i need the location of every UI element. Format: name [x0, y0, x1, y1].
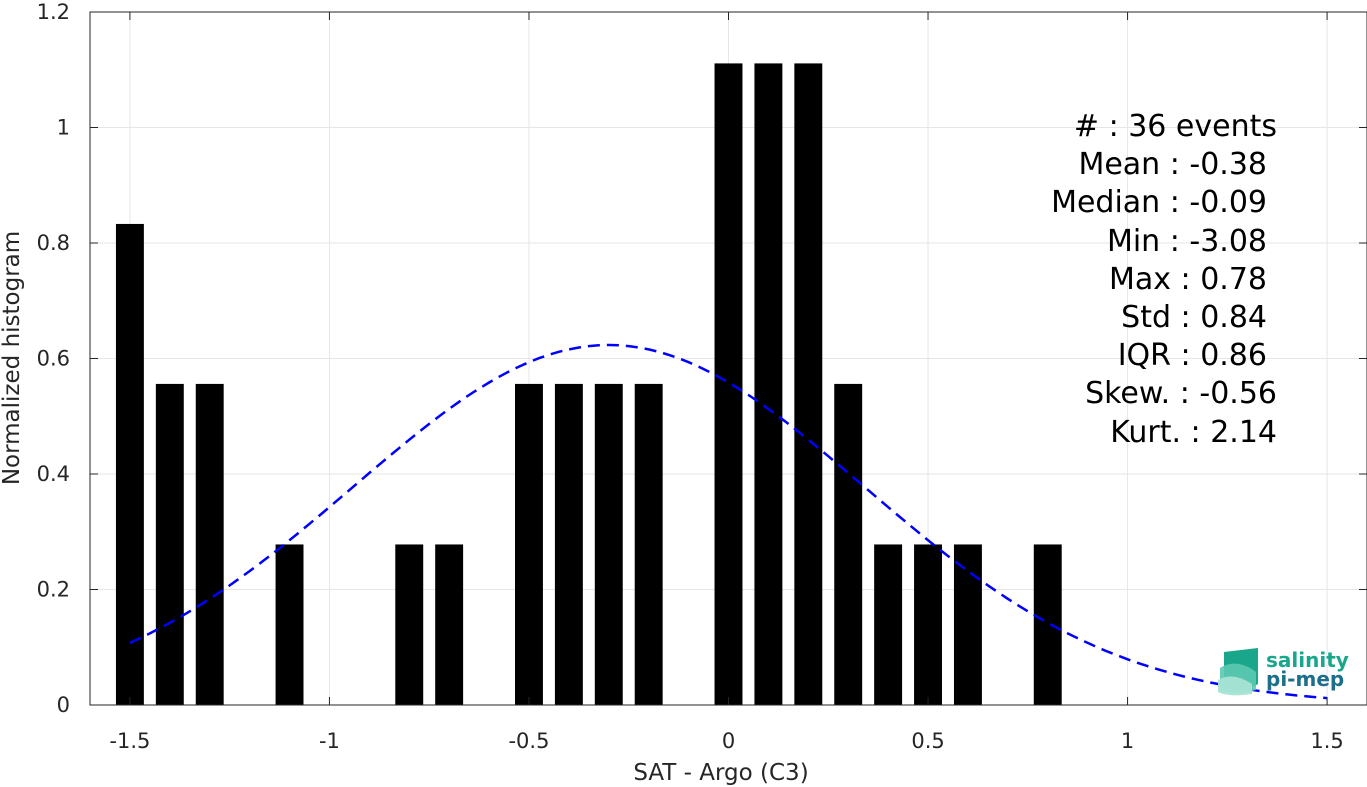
y-tick-label: 1 — [57, 116, 70, 140]
x-tick-label: 1 — [1121, 729, 1134, 753]
histogram-bar — [794, 63, 823, 705]
stats-std: Std : 0.84 — [1121, 300, 1267, 335]
stats-mean: Mean : -0.38 — [1078, 147, 1267, 182]
histogram-bars — [115, 63, 1062, 705]
logo-waves-icon — [1218, 648, 1258, 696]
histogram-bar — [195, 383, 224, 705]
x-tick-label: 0 — [722, 729, 735, 753]
histogram-bar — [874, 544, 903, 705]
histogram-bar — [275, 544, 304, 705]
histogram-bar — [953, 544, 982, 705]
stats-iqr: IQR : 0.86 — [1118, 338, 1267, 373]
histogram-bar — [115, 223, 144, 705]
logo-text-salinity: salinity — [1266, 648, 1349, 672]
histogram-bar — [155, 383, 184, 705]
x-tick-label: -1.5 — [109, 729, 150, 753]
y-tick-label: 0 — [57, 693, 70, 717]
salinity-pimep-logo: salinity pi-mep — [1218, 648, 1349, 696]
x-tick-label: -1 — [319, 729, 340, 753]
histogram-bar — [554, 383, 583, 705]
stats-kurt: Kurt. : 2.14 — [1110, 415, 1277, 450]
histogram-bar — [1033, 544, 1062, 705]
stats-panel: # : 36 events Mean : -0.38 Median : -0.0… — [1051, 109, 1277, 450]
x-axis-label: SAT - Argo (C3) — [633, 760, 808, 786]
y-axis-label: Normalized histogram — [0, 231, 25, 485]
y-tick-label: 0.6 — [37, 347, 70, 371]
histogram-bar — [914, 544, 942, 705]
logo-text-pimep: pi-mep — [1266, 667, 1344, 691]
histogram-bar — [834, 383, 863, 705]
y-tick-label: 0.8 — [37, 231, 70, 255]
stats-count: # : 36 events — [1074, 109, 1277, 144]
x-tick-label: -0.5 — [508, 729, 549, 753]
stats-median: Median : -0.09 — [1051, 185, 1267, 220]
histogram-bar — [634, 383, 663, 705]
histogram-bar — [395, 544, 424, 705]
x-axis-ticks: -1.5 -1 -0.5 0 0.5 1 1.5 — [109, 12, 1344, 753]
histogram-bar — [754, 63, 783, 705]
histogram-bar — [594, 383, 623, 705]
normal-fit-curve — [129, 343, 1328, 700]
y-tick-label: 0.2 — [37, 578, 70, 602]
histogram-bar — [714, 63, 743, 705]
histogram-bar — [435, 544, 464, 705]
stats-max: Max : 0.78 — [1109, 262, 1267, 297]
y-axis-ticks: 0 0.2 0.4 0.6 0.8 1 1.2 — [37, 0, 1367, 717]
y-tick-label: 0.4 — [37, 462, 70, 486]
y-tick-label: 1.2 — [37, 0, 70, 24]
stats-min: Min : -3.08 — [1107, 224, 1267, 259]
stats-skew: Skew. : -0.56 — [1085, 376, 1277, 411]
x-tick-label: 0.5 — [911, 729, 944, 753]
histogram-bar — [515, 383, 543, 705]
x-tick-label: 1.5 — [1310, 729, 1343, 753]
